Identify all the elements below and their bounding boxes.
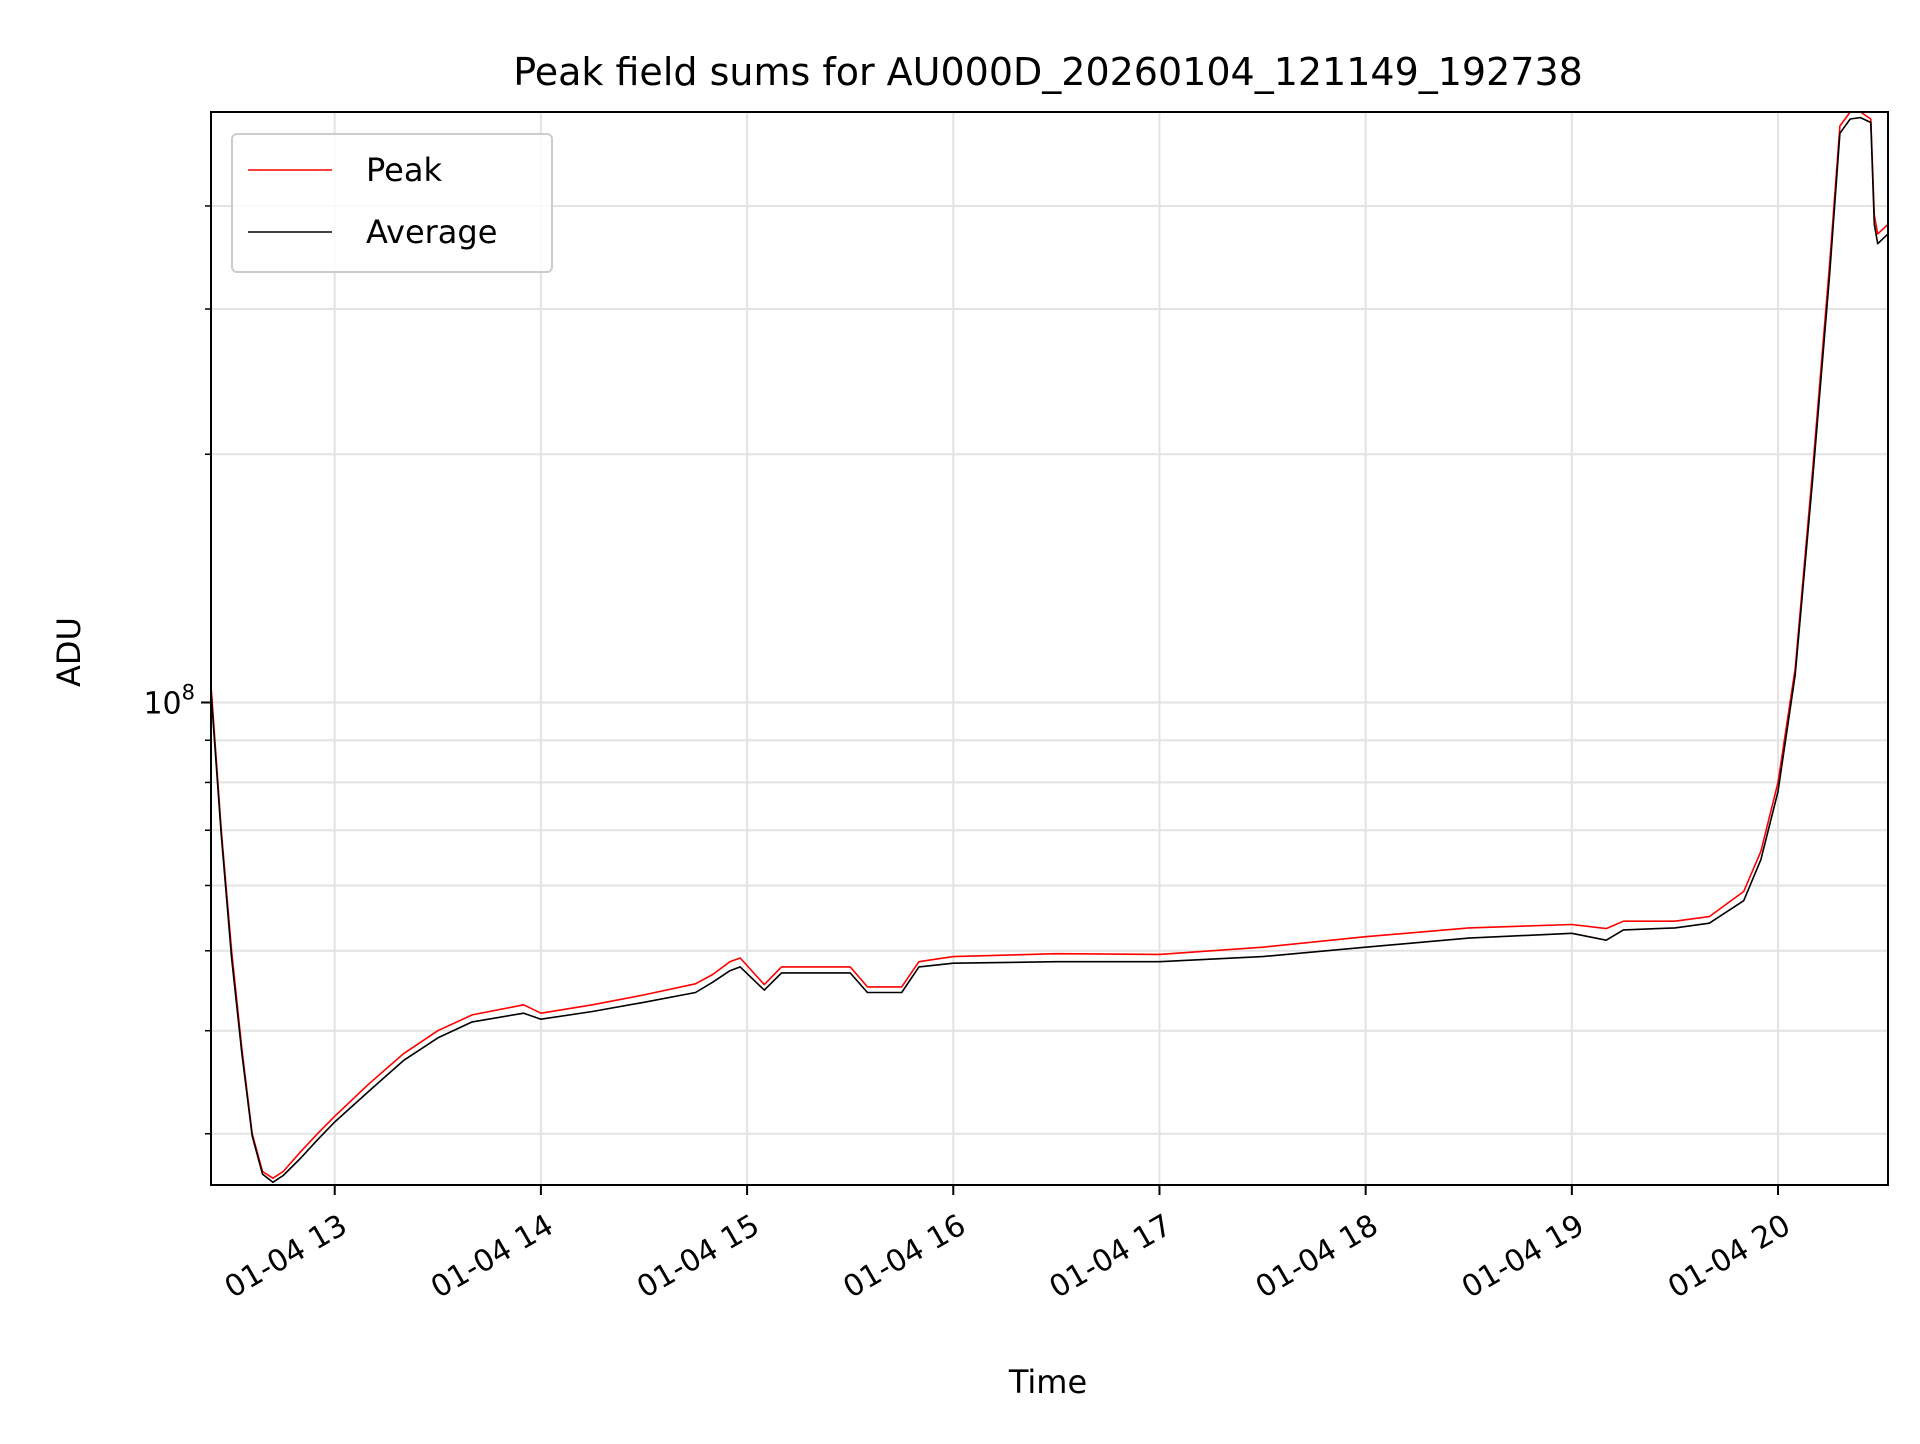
grid xyxy=(211,112,1888,1185)
legend-label-average: Average xyxy=(366,213,497,251)
legend: Peak Average xyxy=(231,133,553,273)
series-layer xyxy=(210,111,1889,1184)
x-axis-label: Time xyxy=(1008,1363,1087,1401)
series-line-average xyxy=(210,116,1889,1184)
plot-frame xyxy=(210,111,1889,1186)
legend-label-peak: Peak xyxy=(366,151,442,189)
legend-box xyxy=(231,133,553,273)
y-axis-label: ADU xyxy=(50,617,88,687)
chart-title: Peak field sums for AU000D_20260104_1211… xyxy=(513,50,1583,94)
